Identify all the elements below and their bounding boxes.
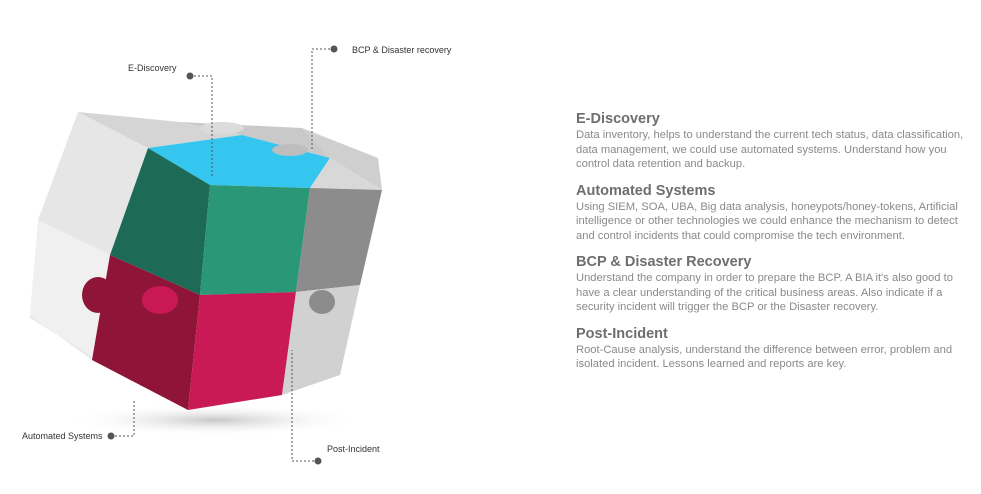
piece-top-left [78, 112, 242, 148]
puzzle-cube-graphic [30, 45, 382, 465]
knob-right [309, 290, 335, 314]
section-automated-systems: Automated Systems Using SIEM, SOA, UBA, … [576, 182, 966, 244]
section-title: BCP & Disaster Recovery [576, 254, 752, 270]
callout-dot-automated [107, 432, 115, 440]
piece-right-lower [282, 285, 360, 395]
section-title: Post-Incident [576, 325, 668, 342]
piece-right-upper [296, 188, 382, 292]
piece-top-right [302, 128, 382, 190]
section-ediscovery: E-Discovery Data inventory, helps to und… [576, 110, 966, 172]
section-title: E-Discovery [576, 111, 660, 127]
section-bcp-disaster-recovery: BCP & Disaster Recovery Understand the c… [576, 253, 966, 315]
knob-pink [142, 286, 178, 314]
callout-dot-ediscovery [186, 72, 194, 80]
knob-crimson [82, 277, 114, 313]
piece-left-back [30, 315, 92, 360]
piece-left-bottom [30, 220, 110, 360]
section-body: Root-Cause analysis, understand the diff… [576, 343, 953, 371]
callout-label-ediscovery: E-Discovery [128, 63, 177, 73]
callout-dot-post [314, 457, 322, 465]
callout-label-automated-systems: Automated Systems [22, 431, 103, 441]
knob-top-1 [200, 122, 244, 134]
section-body: Data inventory, helps to understand the … [576, 129, 964, 170]
piece-front-green [200, 185, 310, 295]
callout-line-bcp [311, 48, 334, 150]
section-title: Automated Systems [576, 182, 716, 199]
section-post-incident: Post-Incident Root-Cause analysis, under… [576, 325, 966, 372]
piece-left-top [38, 112, 148, 255]
callout-dot-bcp [330, 45, 338, 53]
callout-line-post [291, 350, 318, 462]
knob-top-2 [272, 144, 308, 156]
callout-label-bcp: BCP & Disaster recovery [352, 45, 452, 55]
cube-shadow [65, 404, 365, 436]
callout-line-ediscovery [190, 75, 213, 178]
piece-top-front-right [310, 158, 382, 192]
piece-top-back [180, 122, 330, 158]
section-body: Understand the company in order to prepa… [576, 272, 953, 313]
piece-front-pink [188, 292, 296, 410]
callout-lines [111, 48, 334, 462]
section-body: Using SIEM, SOA, UBA, Big data analysis,… [576, 200, 958, 242]
description-panel: E-Discovery Data inventory, helps to und… [576, 110, 966, 382]
callout-label-post-incident: Post-Incident [327, 444, 380, 454]
puzzle-cube-diagram: E-Discovery BCP & Disaster recovery Auto… [22, 45, 452, 465]
piece-front-dark-green [110, 148, 210, 295]
